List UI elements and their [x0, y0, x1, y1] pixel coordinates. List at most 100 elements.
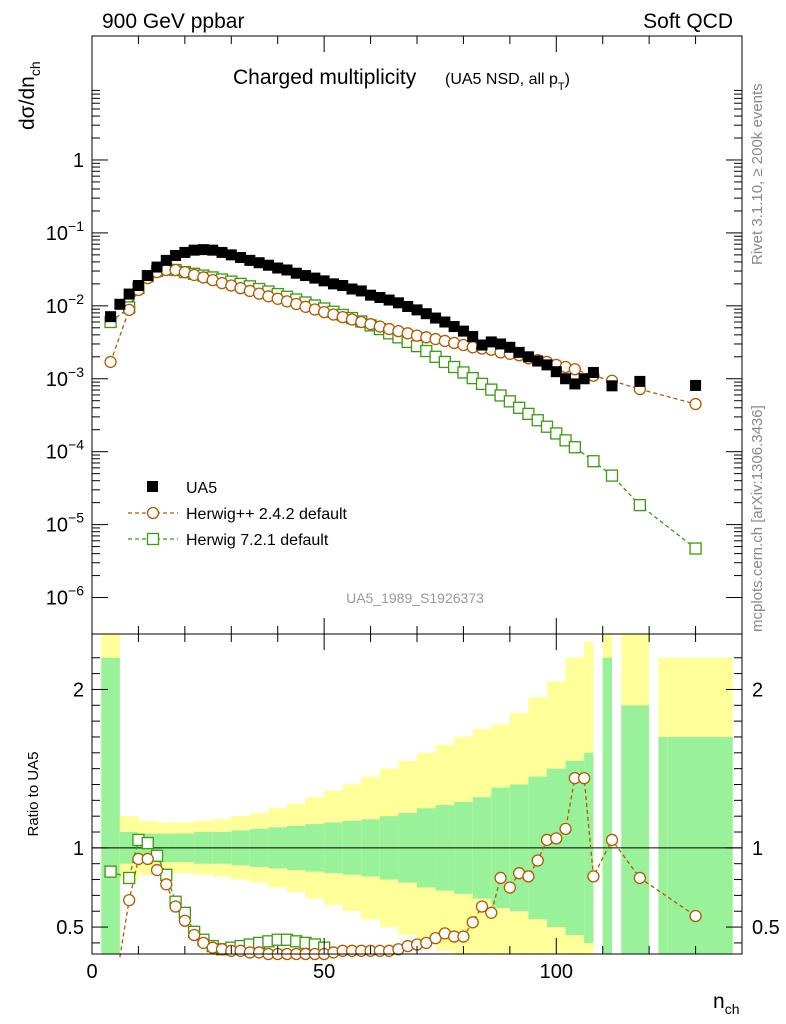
herwigpp-ratio-point — [160, 878, 173, 891]
ua5-point — [560, 373, 572, 385]
herwigpp-ratio-point — [587, 870, 600, 883]
ua5-point — [448, 321, 460, 333]
header-right: Soft QCD — [643, 10, 733, 33]
herwigpp-ratio-point — [187, 928, 201, 942]
ua5-point — [374, 292, 386, 304]
herwigpp-ratio-point — [122, 893, 136, 907]
main-y-tick-base: 10 — [46, 442, 68, 464]
x-axis-label-main: n — [713, 990, 725, 1013]
legend-marker-herwigpp — [146, 506, 160, 520]
herwigpp-ratio-point — [689, 909, 702, 923]
chart-subtitle: (UA5 NSD, all pT) — [445, 71, 570, 93]
ua5-point — [457, 325, 469, 337]
ua5-point — [578, 373, 590, 385]
x-tick-label: 50 — [313, 961, 335, 983]
herwig7-point — [531, 414, 544, 427]
main-y-tick-base: 10 — [46, 588, 68, 610]
ua5-point — [337, 280, 349, 292]
ua5-point — [476, 339, 488, 351]
herwigpp-ratio-point — [531, 854, 544, 867]
herwigpp-point — [122, 303, 136, 317]
main-y-tick-label: 10−1 — [46, 218, 84, 245]
ua5-point — [383, 294, 395, 306]
ua5-point — [207, 244, 219, 256]
main-y-tick-label: 10−3 — [46, 364, 84, 391]
ua5-point — [513, 346, 525, 358]
main-y-tick-exp: −6 — [68, 583, 84, 599]
analysis-id: UA5_1989_S1926373 — [346, 590, 484, 606]
ua5-point — [327, 278, 339, 290]
herwig7-ratio-point — [104, 865, 117, 878]
chart-subtitle-main: (UA5 NSD, all p — [445, 71, 558, 88]
ua5-point — [467, 330, 479, 342]
main-y-tick-label: 10−6 — [46, 583, 84, 610]
legend-label-herwigpp: Herwig++ 2.4.2 default — [186, 506, 348, 523]
herwigpp-ratio-point — [141, 852, 154, 866]
ua5-point — [522, 351, 534, 363]
x-axis-label-sub: ch — [725, 1001, 740, 1017]
ua5-point — [504, 341, 516, 353]
ua5-point — [532, 355, 544, 367]
herwig7-point — [559, 434, 572, 447]
herwig7-point — [587, 455, 600, 468]
ua5-point — [411, 304, 423, 316]
ua5-point — [105, 311, 117, 323]
ua5-point — [281, 264, 293, 276]
ua5-point — [365, 289, 377, 301]
ua5-point — [244, 254, 256, 266]
herwigpp-ratio-point — [522, 870, 535, 883]
ua5-point — [309, 272, 321, 284]
herwig7-point — [633, 498, 647, 512]
herwigpp-ratio-point — [475, 900, 489, 913]
ua5-point — [272, 262, 284, 274]
herwigpp-ratio-point — [178, 914, 192, 927]
ratio-band-inner — [602, 657, 612, 954]
ua5-point — [160, 254, 172, 266]
chart-subtitle-end: ) — [565, 71, 570, 88]
ua5-point — [550, 366, 562, 378]
ua5-point — [355, 285, 367, 297]
ua5-point — [132, 280, 144, 292]
main-y-tick-exp: −2 — [68, 291, 84, 307]
ratio-band-inner — [630, 705, 650, 954]
ratio-y-tick-label: 0.5 — [56, 917, 84, 939]
main-y-tick-base: 10 — [46, 515, 68, 537]
ua5-point — [216, 246, 228, 258]
main-y-tick-exp: −5 — [68, 510, 84, 526]
rivet-label: Rivet 3.1.10, ≥ 200k events — [749, 83, 766, 265]
x-ticks: 0 50 100 — [86, 36, 743, 983]
main-y-tick-exp: −3 — [68, 364, 84, 380]
herwig7-point — [503, 395, 517, 408]
herwigpp-ratio-point — [466, 916, 479, 929]
ua5-point — [179, 246, 191, 258]
ua5-point — [569, 378, 581, 390]
chart-title: Charged multiplicity — [233, 66, 417, 89]
main-series — [104, 244, 702, 555]
ratio-band-inner — [101, 657, 120, 954]
herwig7-point — [540, 420, 554, 433]
x-axis-label: nch — [713, 990, 739, 1017]
herwigpp-ratio-point — [150, 863, 164, 877]
ua5-point — [188, 244, 200, 256]
ua5-point — [634, 375, 646, 387]
ratio-uncertainty-bands — [101, 634, 733, 954]
ua5-point — [690, 379, 702, 391]
ratio-y-label: Ratio to UA5 — [25, 751, 42, 836]
ua5-point — [541, 359, 553, 371]
herwig7-point — [689, 542, 702, 555]
ratio-band-inner — [621, 705, 631, 954]
ua5-point — [262, 259, 274, 271]
ua5-point — [151, 261, 163, 273]
ua5-point — [587, 366, 599, 378]
ua5-point — [318, 275, 330, 287]
legend-label-herwig7: Herwig 7.2.1 default — [186, 532, 329, 549]
main-y-tick-base: 10 — [46, 296, 68, 318]
herwigpp-point — [689, 397, 702, 411]
herwigpp-ratio-point — [494, 871, 507, 885]
main-y-tick-exp: −4 — [68, 437, 84, 453]
legend-marker-herwig7 — [146, 532, 160, 546]
y-axis-label: dσ/dnch — [16, 61, 43, 130]
herwig7-point — [568, 441, 582, 454]
ratio-y-tick-label: 2 — [73, 679, 84, 701]
x-tick-label: 0 — [86, 961, 97, 983]
